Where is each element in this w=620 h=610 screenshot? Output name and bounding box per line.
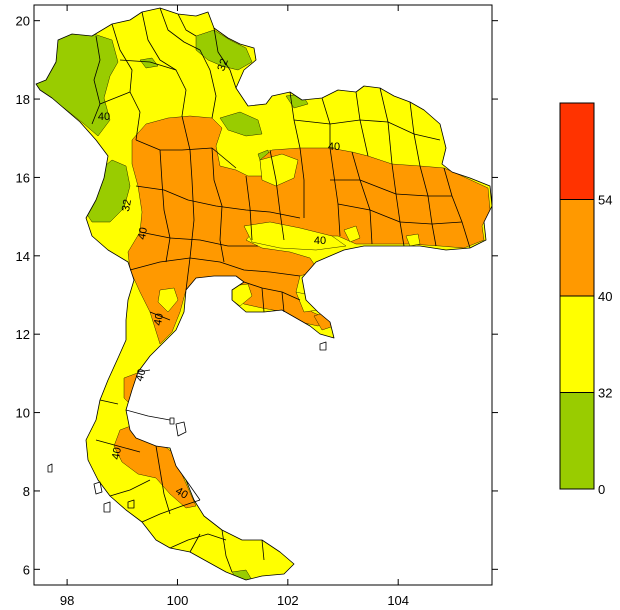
zone-hole-5 xyxy=(157,287,179,313)
province-line-45 xyxy=(221,529,233,573)
x-tick-label: 98 xyxy=(60,593,74,608)
legend-label: 0 xyxy=(598,482,605,497)
province-line-20 xyxy=(391,163,405,247)
x-axis: 98 100 102 104 xyxy=(60,5,409,608)
x-tick-label: 100 xyxy=(167,593,189,608)
island-4 xyxy=(127,499,135,509)
y-tick-label: 14 xyxy=(16,249,30,264)
zone-small-low xyxy=(139,57,159,69)
zone-hole-7 xyxy=(405,233,421,247)
legend-swatch xyxy=(559,392,595,490)
province-line-8 xyxy=(135,139,237,169)
province-line-3 xyxy=(159,7,217,119)
province-line-2 xyxy=(141,11,187,117)
province-line-0 xyxy=(91,35,101,125)
province-line-18 xyxy=(329,147,341,237)
y-tick-label: 20 xyxy=(16,14,30,29)
y-tick-label: 8 xyxy=(23,484,30,499)
color-legend: 0 32 40 54 xyxy=(559,102,612,497)
province-line-10 xyxy=(139,231,258,247)
legend-label: 32 xyxy=(598,386,612,401)
province-line-40 xyxy=(141,499,201,523)
y-tick-label: 18 xyxy=(16,92,30,107)
island-6 xyxy=(169,417,175,425)
zone-south-low xyxy=(231,569,253,580)
country-outline xyxy=(35,7,493,581)
zone-north-low xyxy=(195,29,253,71)
contour-label: 40 xyxy=(136,226,150,240)
island-5 xyxy=(319,341,327,351)
contour-label: 40 xyxy=(314,235,326,247)
province-line-4 xyxy=(177,13,197,37)
x-tick-label: 104 xyxy=(387,593,409,608)
province-line-14 xyxy=(159,149,171,263)
province-line-13 xyxy=(211,147,225,263)
province-line-28 xyxy=(330,179,452,197)
province-line-16 xyxy=(269,149,285,241)
zone-hole-6 xyxy=(343,225,361,243)
province-line-5 xyxy=(213,27,237,89)
contour-label: 40 xyxy=(173,485,190,502)
legend-swatch xyxy=(559,102,595,200)
value-zones xyxy=(36,29,491,580)
province-line-11 xyxy=(129,257,301,277)
island-2 xyxy=(93,481,103,495)
island-3 xyxy=(103,501,111,513)
province-line-34 xyxy=(149,311,171,321)
province-boundaries xyxy=(91,7,471,573)
province-line-22 xyxy=(443,167,471,249)
island-1 xyxy=(47,463,53,473)
province-line-12 xyxy=(181,115,195,291)
province-line-33 xyxy=(281,291,285,313)
y-tick-label: 16 xyxy=(16,170,30,185)
y-tick-label: 10 xyxy=(16,406,30,421)
contour-label: 32 xyxy=(215,57,230,73)
province-line-31 xyxy=(243,281,301,301)
legend-label: 40 xyxy=(598,289,612,304)
province-line-15 xyxy=(245,175,253,241)
province-line-7 xyxy=(99,91,131,105)
province-line-46 xyxy=(261,539,265,561)
contour-label: 40 xyxy=(110,446,124,460)
zone-hole-2 xyxy=(243,221,347,251)
island-0 xyxy=(175,421,187,437)
contour-label: 40 xyxy=(152,312,166,326)
legend-swatch xyxy=(559,295,595,393)
province-line-30 xyxy=(293,119,441,141)
zone-northeast-low xyxy=(219,111,263,137)
y-tick-label: 12 xyxy=(16,327,30,342)
legend-label: 54 xyxy=(598,193,612,208)
contour-label: 40 xyxy=(134,368,149,383)
y-axis: 6 8 10 12 14 16 18 20 xyxy=(16,14,498,577)
province-line-38 xyxy=(95,439,141,453)
province-line-21 xyxy=(419,165,437,247)
province-line-9 xyxy=(135,185,301,219)
province-line-43 xyxy=(185,479,201,501)
legend-swatch xyxy=(559,199,595,297)
province-line-17 xyxy=(299,147,305,218)
zone-hole-1 xyxy=(259,153,299,187)
province-line-6 xyxy=(119,59,177,71)
contour-label: 32 xyxy=(120,198,134,212)
province-line-1 xyxy=(111,23,141,141)
province-line-36 xyxy=(125,409,171,421)
contour-label: 40 xyxy=(328,141,340,153)
islands xyxy=(47,341,327,513)
province-line-44 xyxy=(189,533,201,553)
province-line-35 xyxy=(137,369,151,373)
y-tick-label: 6 xyxy=(23,562,30,577)
province-line-39 xyxy=(109,479,151,497)
contour-label: 40 xyxy=(98,111,110,123)
province-line-37 xyxy=(99,399,119,405)
x-tick-label: 102 xyxy=(277,593,299,608)
province-line-42 xyxy=(155,445,171,515)
province-line-29 xyxy=(337,203,463,225)
province-line-32 xyxy=(261,287,265,313)
province-line-19 xyxy=(351,151,373,245)
